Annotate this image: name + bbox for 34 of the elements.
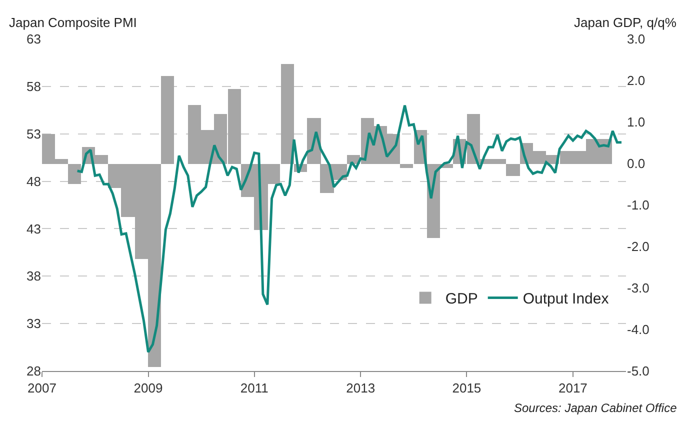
y2-axis-title: Japan GDP, q/q%	[574, 15, 677, 30]
x-tick-label: 2015	[452, 380, 482, 396]
y2-tick-label: 0.0	[627, 156, 646, 172]
y2-tick-label: -4.0	[627, 322, 650, 338]
y2-tick-label: -5.0	[627, 364, 650, 379]
legend-label: Output Index	[522, 290, 610, 308]
x-tick-label: 2013	[346, 380, 376, 396]
line-series	[76, 104, 623, 354]
bar	[281, 64, 294, 164]
y-tick-label: 53	[26, 126, 41, 142]
bar	[400, 164, 413, 168]
y2-tick-label: -1.0	[627, 198, 650, 213]
x-tick-label: 2017	[558, 380, 588, 396]
y2-tick-label: -3.0	[627, 280, 650, 296]
bar	[506, 164, 520, 176]
bar	[68, 164, 81, 184]
bar	[161, 76, 174, 164]
y-tick-label: 43	[26, 221, 41, 236]
y2-tick-label: 3.0	[627, 32, 646, 47]
x-tick-label: 2011	[240, 380, 268, 396]
y-tick-label: 58	[26, 78, 41, 94]
legend-label: GDP	[445, 290, 478, 308]
y-tick-label: 48	[26, 174, 41, 189]
y2-tick-label: 1.0	[627, 114, 646, 130]
y-tick-label: 28	[26, 364, 41, 379]
y2-tick-label: -2.0	[627, 239, 650, 254]
y2-tick-label: 2.0	[627, 73, 646, 88]
x-tick-label: 2009	[134, 380, 163, 396]
chart-title: Japan Composite PMI	[9, 15, 137, 30]
x-tick-label: 2007	[28, 380, 56, 396]
source-note: Sources: Japan Cabinet Office	[514, 401, 678, 415]
y-tick-label: 33	[26, 316, 41, 332]
y-tick-label: 63	[26, 32, 41, 47]
y-tick-label: 38	[26, 268, 41, 284]
